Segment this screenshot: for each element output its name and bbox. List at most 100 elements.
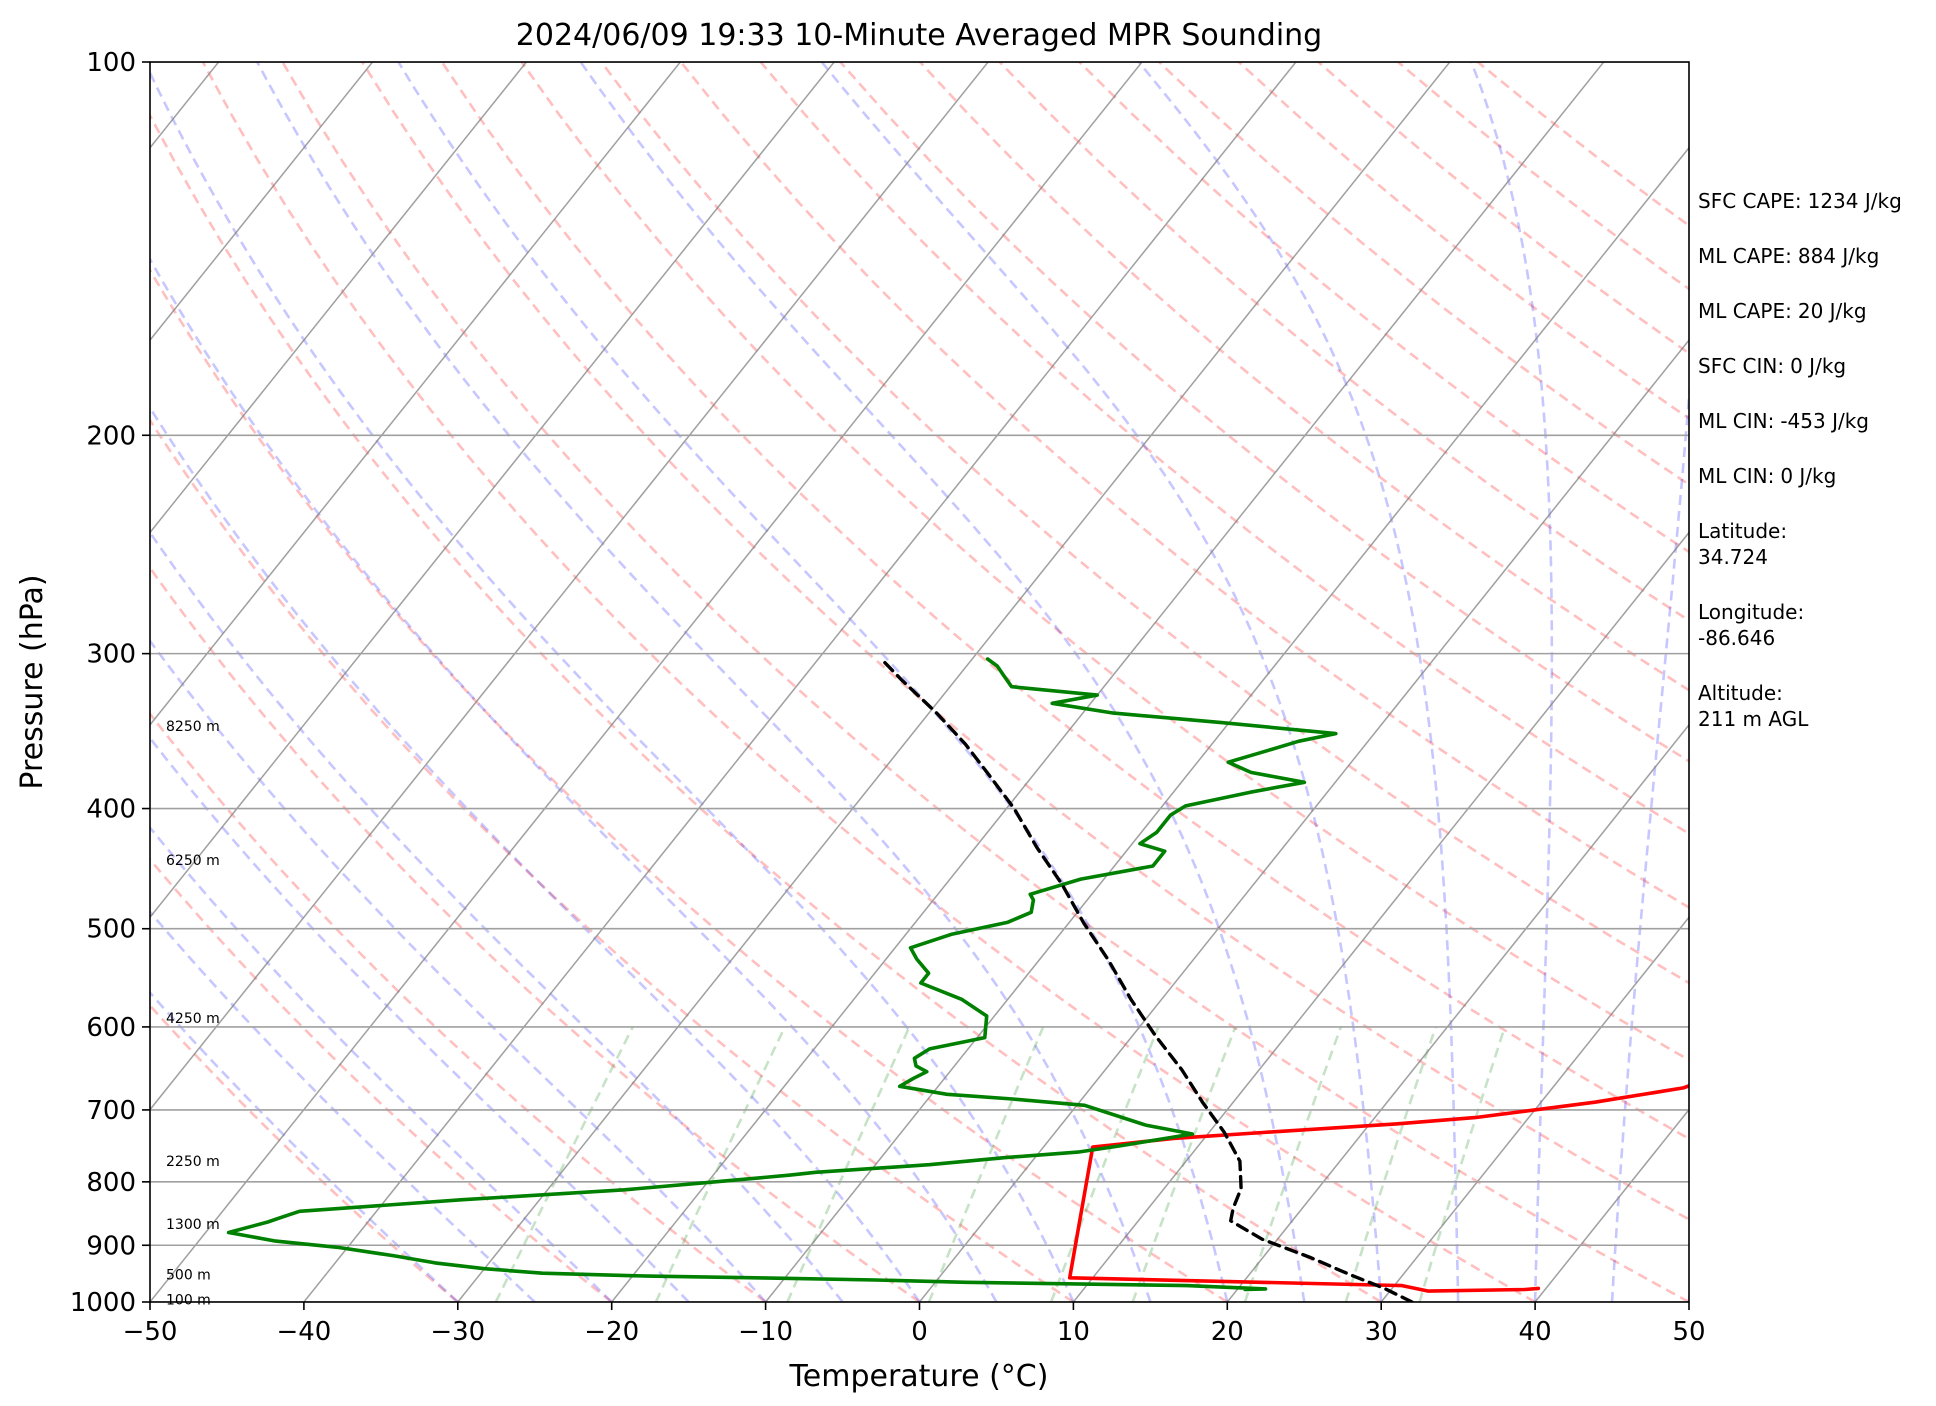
height-label: 1300 m bbox=[166, 1217, 220, 1233]
stat-value: 20 J/kg bbox=[1797, 299, 1867, 323]
mixing-ratio-line bbox=[1418, 1026, 1507, 1302]
isotherm bbox=[150, 62, 681, 727]
series-line-1 bbox=[226, 657, 1338, 1292]
y-tick-label: 800 bbox=[86, 1168, 136, 1198]
y-tick-label: 400 bbox=[86, 795, 136, 825]
stat-item: Latitude: 34.724 bbox=[1698, 518, 1928, 570]
moist-adiabat bbox=[150, 909, 536, 1302]
dry-adiabat bbox=[150, 1003, 459, 1302]
y-axis: 100 200 300 400 500 600 700 800 900 1000 bbox=[70, 48, 150, 1318]
moist-adiabat bbox=[150, 256, 998, 1302]
stat-item: ML CAPE: 20 J/kg bbox=[1698, 298, 1928, 324]
y-tick-label: 500 bbox=[86, 915, 136, 945]
x-tick-label: 40 bbox=[1519, 1317, 1552, 1347]
y-tick-label: 1000 bbox=[70, 1288, 136, 1318]
stat-item: Longitude: -86.646 bbox=[1698, 599, 1928, 651]
isotherm bbox=[1072, 531, 1689, 1302]
dry-adiabat bbox=[600, 62, 1689, 985]
stat-value: 1234 J/kg bbox=[1807, 189, 1902, 213]
dry-adiabat bbox=[998, 62, 1689, 623]
moist-adiabat bbox=[150, 530, 844, 1302]
dry-adiabat bbox=[361, 62, 1689, 1221]
isotherm bbox=[150, 62, 527, 534]
height-label: 100 m bbox=[166, 1292, 211, 1308]
stat-value: 0 J/kg bbox=[1780, 464, 1837, 488]
isotherm bbox=[303, 62, 1297, 1302]
stat-label: SFC CIN: bbox=[1698, 354, 1785, 378]
y-tick-label: 200 bbox=[86, 421, 136, 451]
x-tick-label: 50 bbox=[1672, 1317, 1705, 1347]
height-label: 2250 m bbox=[166, 1154, 220, 1170]
x-tick-label: 20 bbox=[1211, 1317, 1244, 1347]
stat-value: 0 J/kg bbox=[1790, 354, 1847, 378]
stat-item: ML CAPE: 884 J/kg bbox=[1698, 243, 1928, 269]
height-label: 500 m bbox=[166, 1267, 211, 1283]
x-axis: −50 −40 −30 −20 −10 0 10 20 30 40 50 bbox=[123, 1302, 1706, 1347]
stat-label: ML CIN: bbox=[1698, 409, 1775, 433]
dry-adiabat bbox=[201, 62, 1536, 1302]
x-tick-label: 30 bbox=[1365, 1317, 1398, 1347]
stat-item: ML CIN: 0 J/kg bbox=[1698, 463, 1928, 489]
moist-adiabat bbox=[1610, 380, 1689, 1302]
series-line-0 bbox=[1067, 1083, 1689, 1293]
stat-value: 211 m AGL bbox=[1698, 707, 1809, 731]
x-tick-label: 10 bbox=[1057, 1317, 1090, 1347]
y-tick-label: 100 bbox=[86, 48, 136, 78]
series-line-2 bbox=[883, 660, 1414, 1302]
y-tick-label: 300 bbox=[86, 640, 136, 670]
dry-adiabat bbox=[150, 267, 1228, 1302]
isotherm bbox=[918, 338, 1689, 1302]
stat-item: SFC CIN: 0 J/kg bbox=[1698, 353, 1928, 379]
x-tick-label: −20 bbox=[584, 1317, 639, 1347]
isotherm bbox=[1380, 916, 1689, 1302]
height-label: 4250 m bbox=[166, 1011, 220, 1027]
stat-label: ML CAPE: bbox=[1698, 244, 1792, 268]
stat-value: 884 J/kg bbox=[1797, 244, 1880, 268]
moist-adiabat bbox=[150, 638, 767, 1302]
height-label: 6250 m bbox=[166, 853, 220, 869]
stat-label: SFC CAPE: bbox=[1698, 189, 1802, 213]
stat-item: SFC CAPE: 1234 J/kg bbox=[1698, 188, 1928, 214]
series-layer bbox=[226, 657, 1689, 1302]
stat-item: ML CIN: -453 J/kg bbox=[1698, 408, 1928, 434]
moist-adiabat bbox=[1137, 62, 1460, 1302]
dry-adiabat bbox=[919, 62, 1689, 692]
mixing-ratio-line bbox=[1344, 1026, 1437, 1302]
y-tick-label: 900 bbox=[86, 1231, 136, 1261]
moist-adiabat bbox=[397, 62, 1229, 1302]
stat-item: Altitude: 211 m AGL bbox=[1698, 680, 1928, 732]
y-axis-title: Pressure (hPa) bbox=[15, 574, 50, 789]
stat-value: 34.724 bbox=[1698, 545, 1768, 569]
dry-adiabat bbox=[150, 711, 767, 1302]
isotherm bbox=[150, 62, 1143, 1302]
isotherm bbox=[150, 62, 835, 919]
moist-adiabat bbox=[1470, 62, 1554, 1302]
dry-adiabat bbox=[281, 62, 1689, 1302]
isotherm bbox=[611, 62, 1605, 1302]
x-axis-title: Temperature (°C) bbox=[789, 1359, 1049, 1394]
x-tick-label: −50 bbox=[123, 1317, 178, 1347]
x-tick-label: −40 bbox=[276, 1317, 331, 1347]
height-label: 8250 m bbox=[166, 719, 220, 735]
height-labels: 100 m 500 m 1300 m 2250 m 4250 m 6250 m 8250 m bbox=[166, 719, 220, 1309]
dry-adiabat bbox=[839, 62, 1689, 763]
dry-adiabat bbox=[150, 565, 921, 1302]
isotherm bbox=[150, 62, 374, 342]
dry-adiabat bbox=[150, 418, 1075, 1302]
stat-label: ML CAPE: bbox=[1698, 299, 1792, 323]
moist-adiabat bbox=[579, 62, 1306, 1302]
moist-adiabat bbox=[820, 62, 1383, 1302]
stat-value: -86.646 bbox=[1698, 626, 1776, 650]
isotherm bbox=[1226, 723, 1689, 1302]
stat-label: Latitude: bbox=[1698, 519, 1788, 543]
y-tick-label: 600 bbox=[86, 1013, 136, 1043]
x-tick-label: −10 bbox=[738, 1317, 793, 1347]
chart-title: 2024/06/09 19:33 10-Minute Averaged MPR … bbox=[516, 18, 1322, 53]
dry-adiabat bbox=[440, 62, 1689, 1141]
y-tick-label: 700 bbox=[86, 1096, 136, 1126]
stat-label: ML CIN: bbox=[1698, 464, 1775, 488]
sounding-stats-panel: SFC CAPE: 1234 J/kg ML CAPE: 884 J/kg ML CAP… bbox=[1698, 188, 1928, 761]
isotherm bbox=[457, 62, 1451, 1302]
